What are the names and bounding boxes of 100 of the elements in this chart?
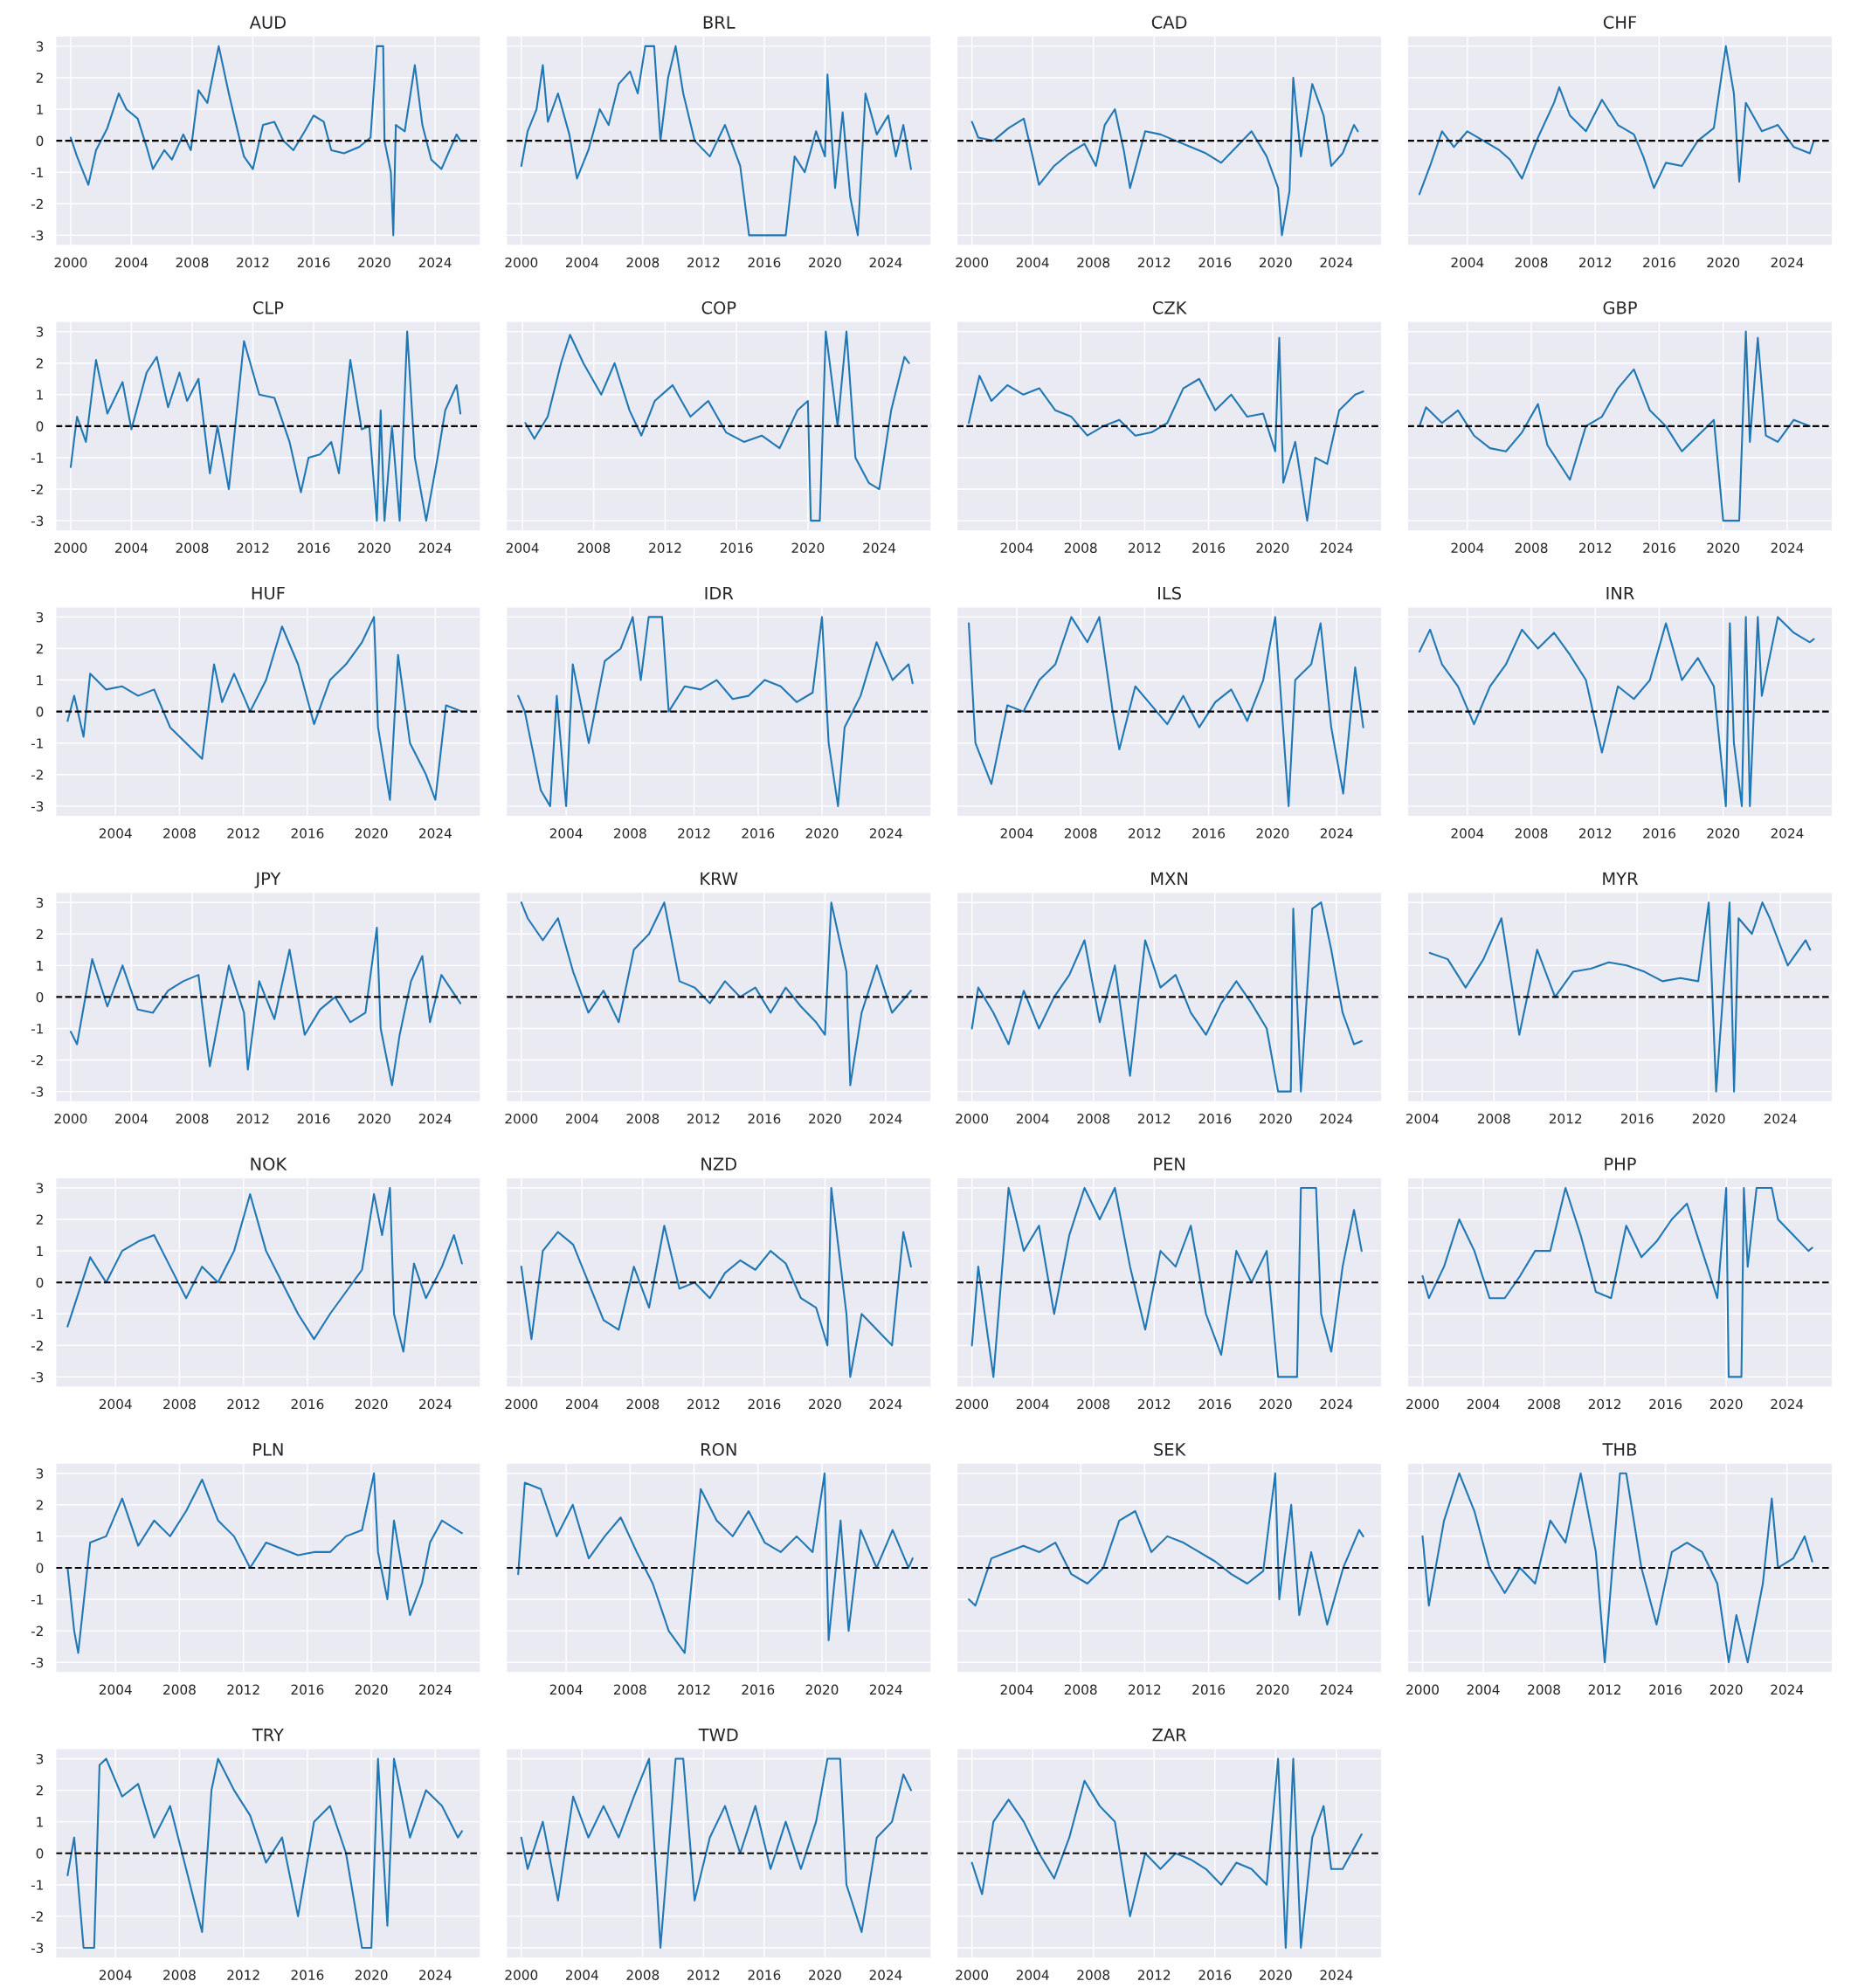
x-tick-label: 2012 bbox=[1578, 542, 1612, 554]
x-tick-label: 2004 bbox=[1406, 1114, 1439, 1124]
y-tick-label: 0 bbox=[36, 421, 44, 431]
x-tick-label: 2012 bbox=[1588, 1684, 1620, 1695]
x-tick-label: 2024 bbox=[419, 828, 452, 839]
x-tick-label: 2004 bbox=[1016, 1114, 1049, 1124]
x-tick-label: 2004 bbox=[1016, 257, 1049, 268]
x-tick-label: 2020 bbox=[358, 542, 390, 554]
x-tick-label: 2000 bbox=[956, 257, 989, 268]
x-tick-label: 2020 bbox=[809, 1114, 841, 1124]
x-tick-label: 2004 bbox=[99, 828, 132, 839]
y-tick-label: -1 bbox=[31, 1024, 43, 1034]
x-tick-label: 2012 bbox=[687, 1398, 720, 1410]
x-tick-label: 2020 bbox=[358, 1114, 390, 1124]
x-tick-label: 2008 bbox=[614, 828, 646, 839]
y-tick-label: 3 bbox=[36, 897, 44, 908]
x-tick-label: 2004 bbox=[99, 1684, 132, 1695]
x-tick-label: 2016 bbox=[720, 542, 753, 554]
chart-title: THB bbox=[1602, 1443, 1637, 1456]
chart-title: TRY bbox=[252, 1729, 284, 1742]
y-tick-label: 3 bbox=[36, 1183, 44, 1193]
x-tick-label: 2016 bbox=[291, 1970, 324, 1980]
x-tick-label: 2012 bbox=[237, 1114, 269, 1124]
x-tick-label: 2024 bbox=[869, 1684, 902, 1695]
x-tick-label: 2020 bbox=[809, 257, 841, 268]
x-tick-label: 2024 bbox=[869, 1114, 902, 1124]
y-tick-label: -1 bbox=[31, 738, 43, 749]
x-tick-label: 2012 bbox=[1129, 1684, 1161, 1695]
x-tick-label: 2008 bbox=[1528, 1684, 1560, 1695]
y-tick-label: 3 bbox=[36, 1468, 44, 1479]
x-tick-label: 2020 bbox=[355, 828, 388, 839]
x-tick-label: 2020 bbox=[1259, 1114, 1292, 1124]
x-tick-label: 2008 bbox=[1064, 542, 1097, 554]
x-tick-label: 2024 bbox=[1320, 542, 1353, 554]
x-tick-label: 2012 bbox=[237, 257, 269, 268]
chart-title: CLP bbox=[252, 300, 284, 314]
x-tick-label: 2024 bbox=[419, 1684, 452, 1695]
x-tick-label: 2016 bbox=[297, 542, 330, 554]
x-tick-label: 2024 bbox=[419, 1398, 452, 1410]
x-tick-label: 2016 bbox=[1649, 1684, 1682, 1695]
x-tick-label: 2008 bbox=[577, 542, 611, 554]
y-tick-label: 3 bbox=[36, 41, 44, 52]
x-tick-label: 2000 bbox=[956, 1114, 989, 1124]
x-tick-label: 2012 bbox=[678, 828, 710, 839]
x-tick-label: 2020 bbox=[791, 542, 825, 554]
chart-title: GBP bbox=[1603, 300, 1637, 314]
y-tick-label: 2 bbox=[36, 358, 43, 369]
x-tick-label: 2008 bbox=[626, 1398, 660, 1410]
chart-title: PLN bbox=[253, 1443, 283, 1456]
x-tick-label: 2012 bbox=[687, 257, 720, 268]
x-tick-label: 2004 bbox=[1000, 542, 1033, 554]
x-tick-label: 2024 bbox=[1320, 1684, 1353, 1695]
y-tick-label: 3 bbox=[36, 327, 44, 337]
chart-title: RON bbox=[701, 1443, 736, 1456]
x-tick-label: 2020 bbox=[1709, 1684, 1743, 1695]
x-tick-label: 2000 bbox=[956, 1970, 989, 1980]
x-tick-label: 2024 bbox=[1320, 257, 1353, 268]
x-tick-label: 2020 bbox=[355, 1970, 388, 1980]
chart-title: CHF bbox=[1603, 16, 1637, 29]
chart-title: ZAR bbox=[1152, 1729, 1187, 1742]
x-tick-label: 2004 bbox=[115, 1114, 148, 1124]
x-tick-label: 2000 bbox=[956, 1398, 989, 1410]
x-tick-label: 2012 bbox=[1129, 828, 1161, 839]
x-tick-label: 2024 bbox=[1771, 828, 1804, 839]
x-tick-label: 2004 bbox=[115, 542, 148, 554]
x-tick-label: 2000 bbox=[1406, 1684, 1439, 1695]
y-tick-label: -1 bbox=[31, 1880, 43, 1890]
x-tick-label: 2020 bbox=[1707, 828, 1740, 839]
y-tick-label: 1 bbox=[37, 1531, 43, 1542]
x-tick-label: 2020 bbox=[1259, 257, 1292, 268]
x-tick-label: 2024 bbox=[1320, 1970, 1353, 1980]
y-tick-label: -2 bbox=[31, 1626, 43, 1636]
x-tick-label: 2020 bbox=[805, 828, 839, 839]
x-tick-label: 2020 bbox=[1707, 542, 1740, 554]
chart-title: HUF bbox=[252, 587, 285, 600]
y-tick-label: 1 bbox=[37, 1246, 43, 1256]
x-tick-label: 2016 bbox=[291, 1398, 324, 1410]
x-tick-label: 2012 bbox=[227, 1398, 259, 1410]
x-tick-label: 2024 bbox=[869, 828, 902, 839]
x-tick-label: 2008 bbox=[163, 1684, 196, 1695]
x-tick-label: 2000 bbox=[1406, 1398, 1439, 1410]
x-tick-label: 2024 bbox=[418, 1114, 452, 1124]
x-tick-label: 2004 bbox=[1016, 1970, 1049, 1980]
x-tick-label: 2024 bbox=[419, 1970, 452, 1980]
x-tick-label: 2024 bbox=[869, 1398, 902, 1410]
x-tick-label: 2012 bbox=[1578, 828, 1612, 839]
y-tick-label: -3 bbox=[31, 515, 44, 527]
x-tick-label: 2024 bbox=[869, 1970, 902, 1980]
x-tick-label: 2016 bbox=[1192, 1684, 1226, 1695]
x-tick-label: 2008 bbox=[1477, 1114, 1510, 1124]
x-tick-label: 2020 bbox=[358, 257, 390, 268]
chart-title: ILS bbox=[1158, 586, 1181, 600]
chart-title: PHP bbox=[1605, 1157, 1636, 1170]
x-tick-label: 2016 bbox=[297, 257, 330, 268]
x-tick-label: 2012 bbox=[1588, 1398, 1620, 1410]
x-tick-label: 2024 bbox=[418, 257, 452, 268]
chart-title: MXN bbox=[1151, 872, 1188, 885]
x-tick-label: 2004 bbox=[566, 257, 598, 268]
x-tick-label: 2008 bbox=[1077, 257, 1110, 268]
x-tick-label: 2012 bbox=[1129, 542, 1161, 554]
